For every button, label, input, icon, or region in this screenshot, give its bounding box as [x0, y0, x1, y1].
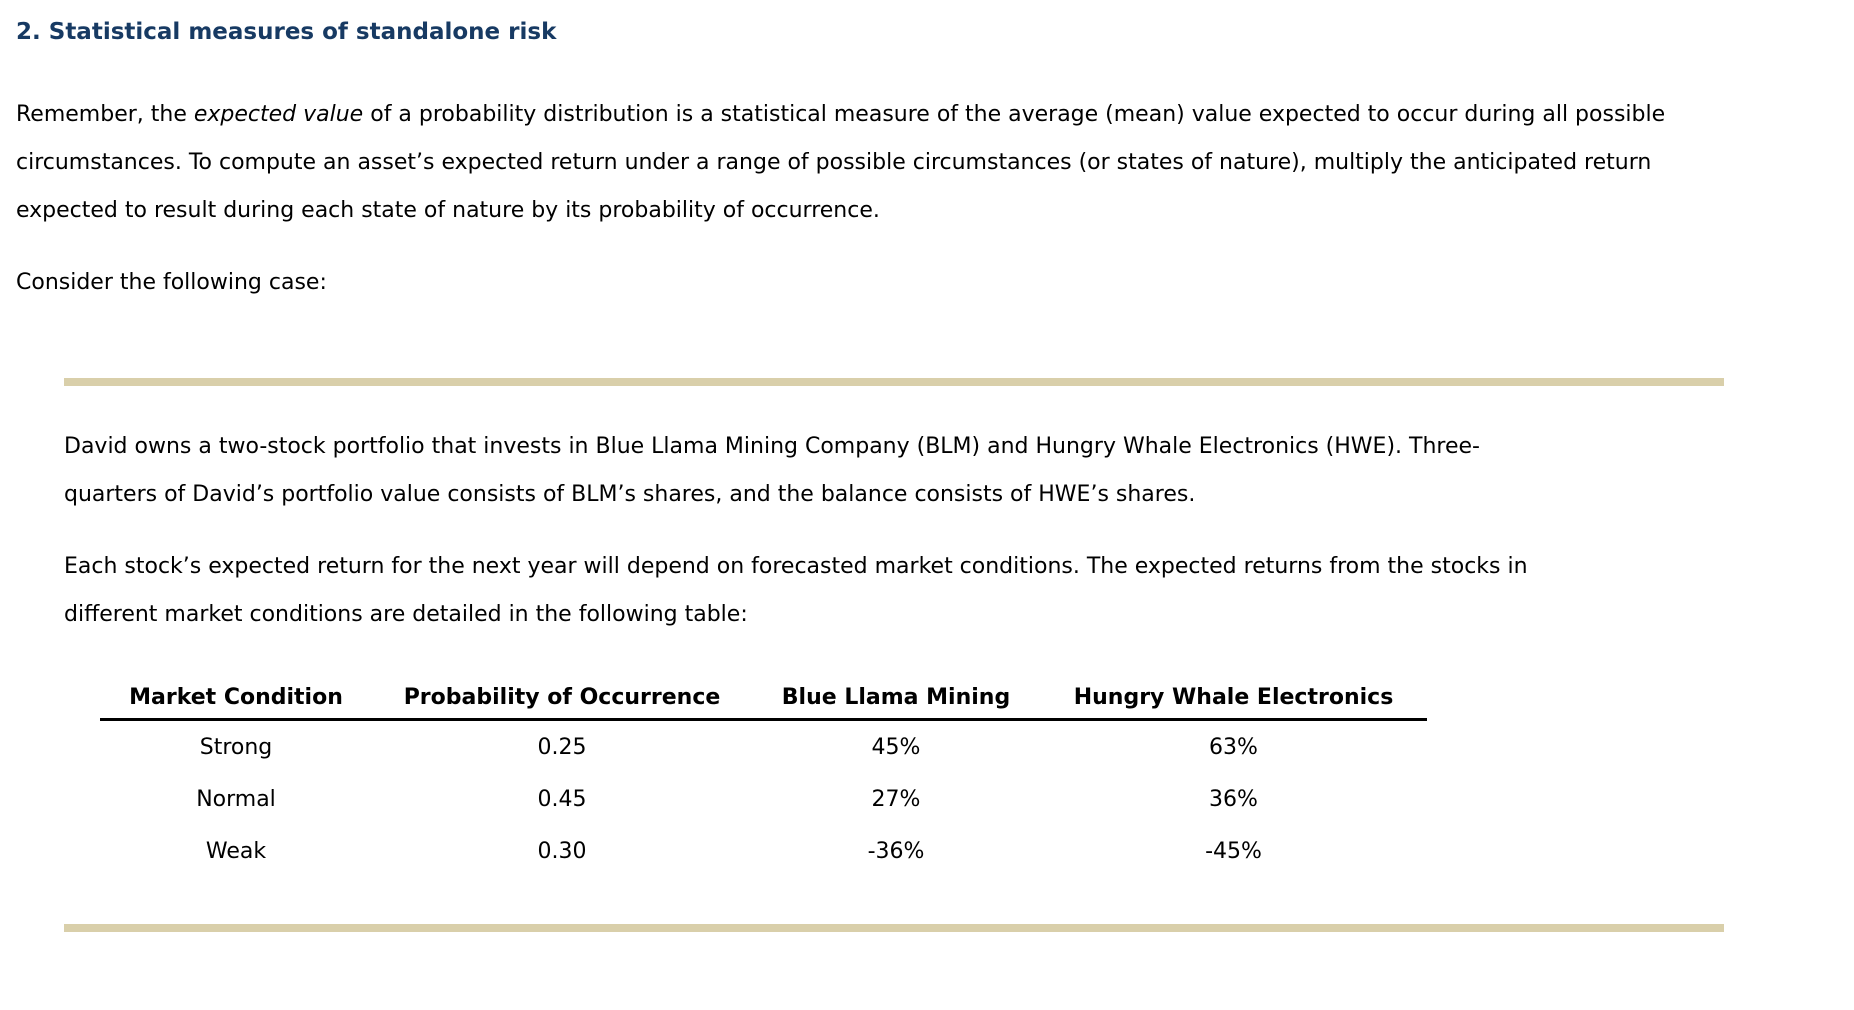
- consider-paragraph: Consider the following case:: [16, 259, 327, 307]
- header-probability: Probability of Occurrence: [372, 676, 752, 721]
- consider-text: Consider the following case:: [16, 270, 327, 295]
- cell-hwe-return: 63%: [1209, 734, 1258, 760]
- section-title: 2. Statistical measures of standalone ri…: [16, 19, 557, 45]
- intro-line-2: circumstances. To compute an asset’s exp…: [16, 150, 1652, 175]
- cell-market-condition: Strong: [199, 734, 273, 760]
- table-row: Strong 0.25 45% 63%: [100, 720, 1427, 774]
- intro-text: Remember, the: [16, 102, 194, 127]
- cell-hwe-return: -45%: [1205, 838, 1262, 864]
- header-market-condition: Market Condition: [100, 676, 372, 721]
- intro-line-1: Remember, the expected value of a probab…: [16, 91, 1665, 139]
- cell-probability: 0.45: [537, 786, 587, 812]
- case-bottom-divider: [64, 924, 1724, 932]
- intro-paragraph: Remember, the expected value of a probab…: [16, 91, 1665, 235]
- case-paragraph-1: David owns a two-stock portfolio that in…: [64, 423, 1480, 519]
- case-line: David owns a two-stock portfolio that in…: [64, 434, 1480, 459]
- case-line: different market conditions are detailed…: [64, 602, 748, 627]
- cell-blm-return: 27%: [871, 786, 921, 812]
- cell-market-condition: Weak: [205, 838, 267, 864]
- header-blue-llama-mining: Blue Llama Mining: [752, 676, 1040, 721]
- returns-table: Market Condition Probability of Occurren…: [100, 676, 1427, 877]
- intro-text: of a probability distribution is a stati…: [363, 102, 1666, 127]
- cell-blm-return: 45%: [871, 734, 921, 760]
- returns-table-container: Market Condition Probability of Occurren…: [100, 676, 1427, 877]
- case-line: quarters of David’s portfolio value cons…: [64, 482, 1196, 507]
- table-row: Weak 0.30 -36% -45%: [100, 825, 1427, 877]
- table-row: Normal 0.45 27% 36%: [100, 773, 1427, 825]
- case-top-divider: [64, 378, 1724, 386]
- case-line: Each stock’s expected return for the nex…: [64, 554, 1528, 579]
- header-hungry-whale-electronics: Hungry Whale Electronics: [1040, 676, 1427, 721]
- cell-probability: 0.30: [537, 838, 587, 864]
- expected-value-term: expected value: [193, 102, 364, 127]
- cell-blm-return: -36%: [867, 838, 925, 864]
- cell-market-condition: Normal: [196, 786, 276, 812]
- cell-probability: 0.25: [537, 734, 587, 760]
- case-paragraph-2: Each stock’s expected return for the nex…: [64, 543, 1528, 639]
- intro-line-3: expected to result during each state of …: [16, 198, 880, 223]
- cell-hwe-return: 36%: [1209, 786, 1258, 812]
- table-header-row: Market Condition Probability of Occurren…: [100, 676, 1427, 721]
